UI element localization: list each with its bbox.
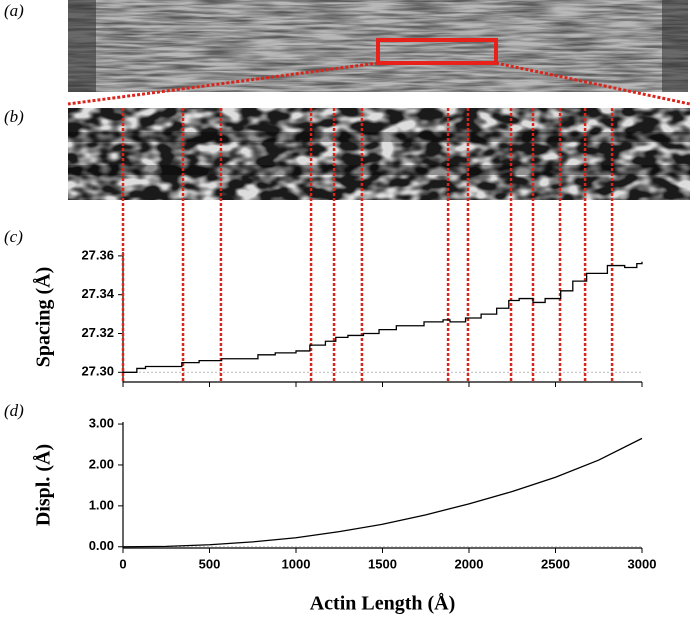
zoom-line: [67, 61, 379, 106]
y-tick-label: 2.00: [89, 456, 114, 471]
step-line: [123, 261, 643, 373]
x-tick-label: 3000: [628, 556, 657, 571]
x-tick-label: 2500: [541, 556, 570, 571]
x-tick-label: 0: [119, 556, 126, 571]
panel-label: (d): [4, 401, 24, 420]
y-tick-label: 3.00: [89, 415, 114, 430]
x-tick-label: 1000: [282, 556, 311, 571]
y-tick-label: 1.00: [89, 497, 114, 512]
panel-label: (c): [4, 227, 23, 246]
y-tick-label: 27.34: [81, 286, 114, 301]
x-tick-label: 2000: [455, 556, 484, 571]
x-axis-title: Actin Length (Å): [310, 592, 456, 615]
y-axis-title: Spacing (Å): [32, 267, 55, 368]
micrograph-a: [68, 0, 688, 92]
x-tick-label: 1500: [368, 556, 397, 571]
data-line: [122, 437, 643, 548]
panel-label: (b): [4, 107, 24, 126]
panel-label: (a): [4, 1, 24, 20]
y-tick-label: 0.00: [89, 538, 114, 553]
y-tick-label: 27.30: [81, 364, 114, 379]
y-axis-title: Displ. (Å): [32, 444, 55, 526]
y-tick-label: 27.36: [81, 247, 114, 262]
y-tick-label: 27.32: [81, 325, 114, 340]
x-tick-label: 500: [199, 556, 221, 571]
zoom-line: [495, 61, 691, 106]
micrograph-b: [68, 108, 690, 200]
